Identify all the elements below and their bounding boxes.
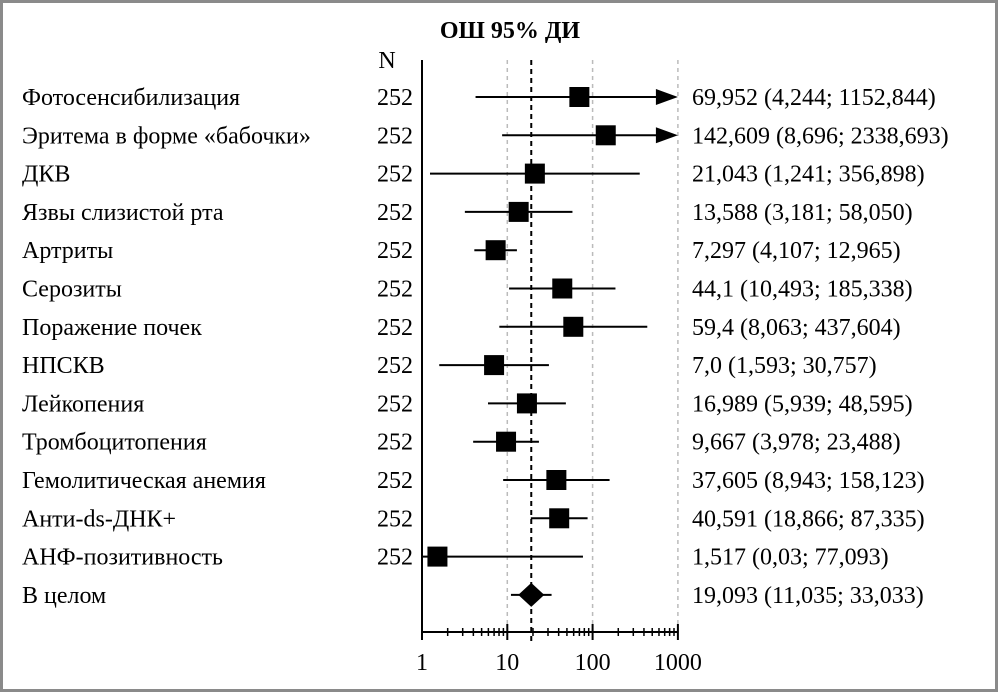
point-estimate <box>552 278 573 299</box>
row-n: 252 <box>377 353 413 379</box>
row-n: 252 <box>377 200 413 226</box>
row-or-ci: 16,989 (5,939; 48,595) <box>692 391 913 417</box>
point-estimate <box>549 508 570 529</box>
point-estimate <box>563 316 584 337</box>
row-or-ci: 40,591 (18,866; 87,335) <box>692 506 925 532</box>
row-or-ci: 69,952 (4,244; 1152,844) <box>692 85 936 111</box>
row-label: АНФ-позитивность <box>22 545 223 571</box>
point-estimate <box>595 125 616 146</box>
point-estimate <box>569 87 590 107</box>
row-or-ci: 142,609 (8,696; 2338,693) <box>692 123 949 149</box>
row-n: 252 <box>377 123 413 149</box>
row-n: 252 <box>377 468 413 494</box>
row-label: Артриты <box>22 238 113 264</box>
chart-title: ОШ 95% ДИ <box>440 18 581 44</box>
x-tick-label: 1 <box>416 650 428 676</box>
summary-diamond <box>518 582 545 607</box>
row-label: Поражение почек <box>22 315 202 341</box>
row-label: В целом <box>22 583 106 609</box>
row-label: Гемолитическая анемия <box>22 468 266 494</box>
point-estimate <box>427 546 448 567</box>
point-estimate <box>496 431 517 452</box>
row-n: 252 <box>377 506 413 532</box>
point-estimate <box>516 393 537 414</box>
row-or-ci: 21,043 (1,241; 356,898) <box>692 162 925 188</box>
row-n: 252 <box>377 545 413 571</box>
row-n: 252 <box>377 391 413 417</box>
row-or-ci: 7,297 (4,107; 12,965) <box>692 238 901 264</box>
row-or-ci: 59,4 (8,063; 437,604) <box>692 315 901 341</box>
row-n: 252 <box>377 162 413 188</box>
row-or-ci: 13,588 (3,181; 58,050) <box>692 200 913 226</box>
row-n: 252 <box>377 315 413 341</box>
row-or-ci: 44,1 (10,493; 185,338) <box>692 277 913 303</box>
row-label: Тромбоцитопения <box>22 430 207 456</box>
x-tick-label: 10 <box>495 650 519 676</box>
row-label: Фотосенсибилизация <box>22 85 240 111</box>
row-or-ci: 1,517 (0,03; 77,093) <box>692 545 889 571</box>
arrow-head <box>655 127 678 144</box>
arrow-head <box>655 89 678 105</box>
point-estimate <box>484 355 505 376</box>
x-tick-label: 1000 <box>654 650 702 676</box>
row-label: Эритема в форме «бабочки» <box>22 123 311 149</box>
row-or-ci: 9,667 (3,978; 23,488) <box>692 430 901 456</box>
row-label: Анти-ds-ДНК+ <box>22 506 176 532</box>
row-or-ci: 19,093 (11,035; 33,033) <box>692 583 924 609</box>
row-label: ДКВ <box>22 162 70 188</box>
row-n: 252 <box>377 85 413 111</box>
row-or-ci: 37,605 (8,943; 158,123) <box>692 468 925 494</box>
n-column-header: N <box>378 48 395 74</box>
row-label: НПСКВ <box>22 353 105 379</box>
point-estimate <box>485 240 506 261</box>
row-n: 252 <box>377 430 413 456</box>
row-n: 252 <box>377 277 413 303</box>
point-estimate <box>524 163 545 184</box>
row-n: 252 <box>377 238 413 264</box>
x-tick-label: 100 <box>575 650 611 676</box>
row-label: Лейкопения <box>22 391 144 417</box>
row-label: Язвы слизистой рта <box>22 200 224 226</box>
row-or-ci: 7,0 (1,593; 30,757) <box>692 353 877 379</box>
point-estimate <box>546 470 567 490</box>
point-estimate <box>508 201 529 222</box>
row-label: Серозиты <box>22 277 122 303</box>
